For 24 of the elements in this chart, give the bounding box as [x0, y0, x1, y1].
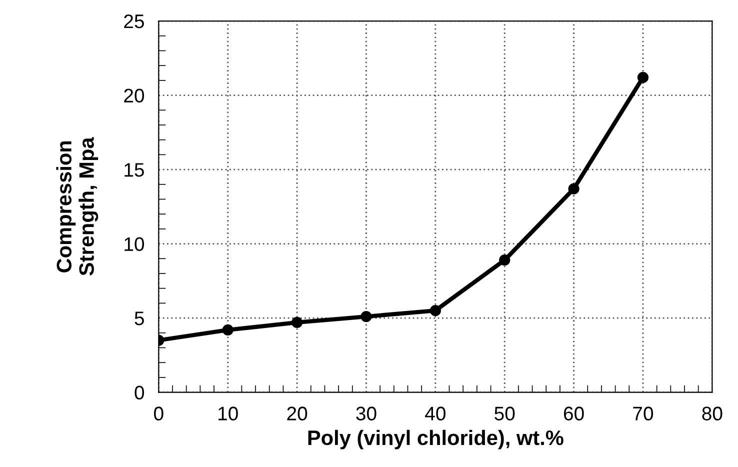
y-tick-label: 5	[134, 312, 144, 326]
x-axis-title: Poly (vinyl chloride), wt.%	[308, 430, 564, 450]
y-tick-label: 10	[124, 237, 144, 252]
point	[291, 316, 303, 328]
y-axis-title: Compression Strength, Mpa	[56, 137, 98, 276]
y-tick-label: 25	[124, 14, 144, 28]
x-tick-label: 0	[154, 406, 164, 420]
x-tick-label: 40	[425, 406, 446, 420]
y-tick-label: 20	[124, 88, 144, 103]
x-tick-label: 70	[633, 406, 654, 420]
point	[568, 183, 580, 194]
x-tick-label: 60	[564, 406, 584, 420]
y-tick-label: 0	[134, 386, 144, 400]
x-tick-label: 20	[287, 406, 308, 420]
point	[222, 324, 234, 336]
y-tick-label: 15	[124, 163, 144, 177]
x-tick-label: 10	[218, 406, 238, 420]
x-tick-label: 30	[356, 406, 376, 420]
x-tick-label: 50	[494, 406, 515, 420]
point	[430, 305, 441, 316]
x-tick-label: 80	[702, 406, 722, 420]
point	[499, 254, 510, 266]
point	[637, 72, 649, 84]
point	[360, 310, 372, 322]
